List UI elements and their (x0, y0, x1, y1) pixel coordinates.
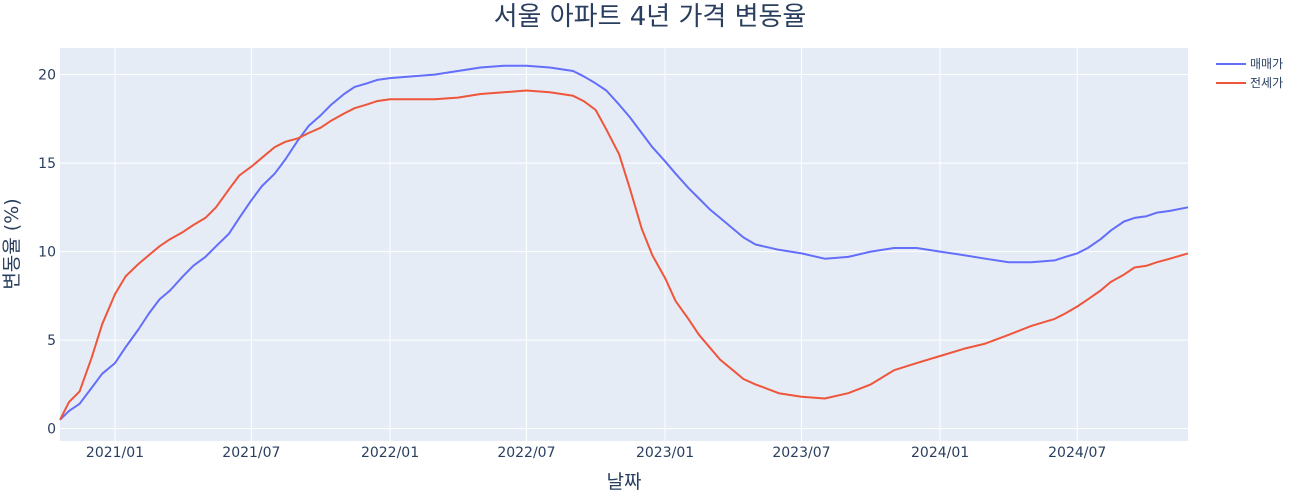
x-tick-label: 2023/07 (772, 445, 830, 461)
y-tick-label: 5 (47, 333, 56, 349)
chart-title: 서울 아파트 4년 가격 변동율 (493, 2, 807, 32)
x-tick-label: 2023/01 (636, 445, 694, 461)
y-tick-label: 15 (38, 156, 56, 172)
y-tick-label: 20 (38, 68, 56, 84)
legend-label: 매매가 (1250, 57, 1283, 71)
x-tick-label: 2022/01 (361, 445, 419, 461)
x-tick-label: 2021/07 (222, 445, 280, 461)
y-axis-label: 변동율 (%) (1, 198, 23, 289)
legend-item[interactable]: 전세가 (1216, 76, 1283, 90)
y-tick-label: 10 (38, 245, 56, 261)
grid-lines (60, 48, 1188, 441)
tick-labels: 0 5 10 15 20 2021/01 2021/07 2022/01 2022/07 2023… (38, 68, 1106, 461)
x-tick-label: 2024/07 (1048, 445, 1106, 461)
legend-label: 전세가 (1250, 76, 1283, 90)
series-line (59, 89, 1189, 421)
series-lines (59, 64, 1189, 421)
plot-area (60, 48, 1188, 441)
legend-item[interactable]: 매매가 (1216, 57, 1283, 71)
x-axis-label: 날짜 (607, 471, 642, 493)
series-line (59, 64, 1189, 421)
x-tick-label: 2022/07 (497, 445, 555, 461)
x-tick-label: 2021/01 (86, 445, 144, 461)
y-tick-label: 0 (47, 422, 56, 438)
x-tick-label: 2024/01 (911, 445, 969, 461)
